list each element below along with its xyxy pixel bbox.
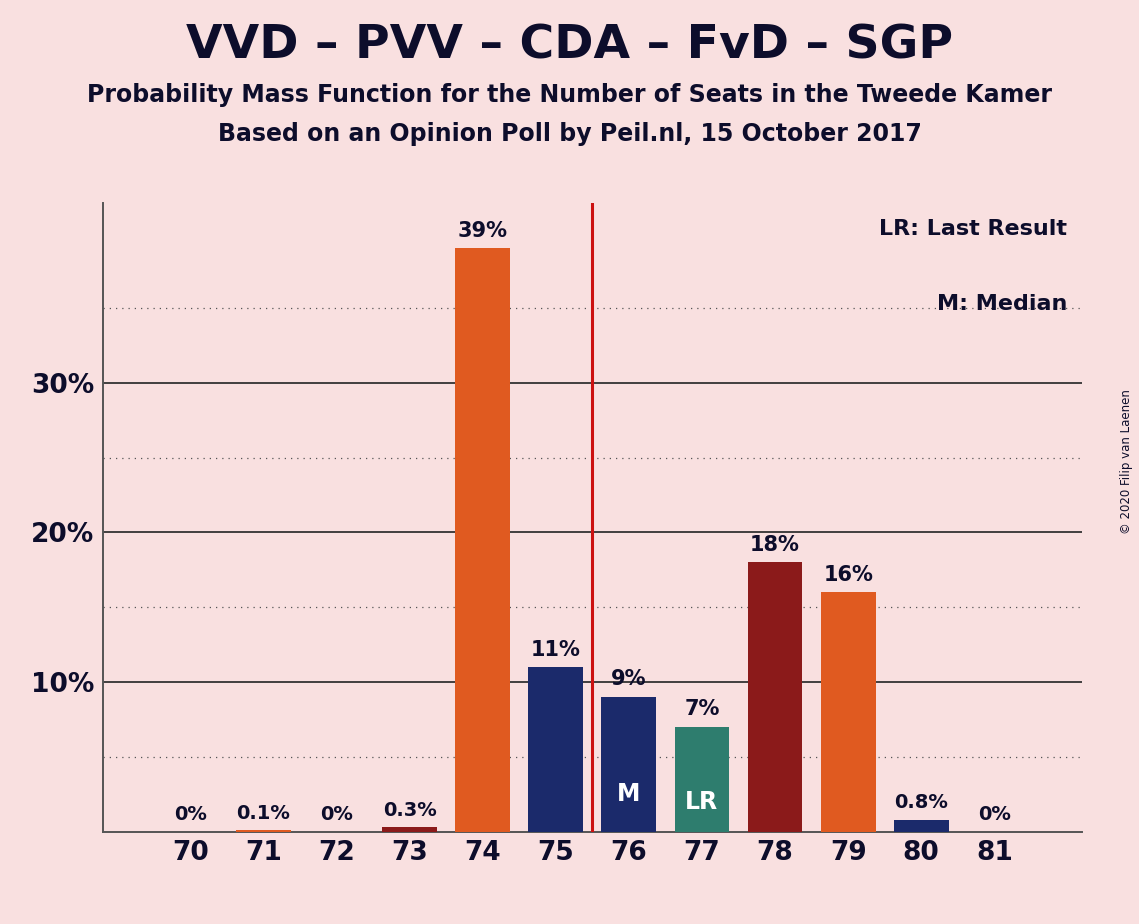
Text: © 2020 Filip van Laenen: © 2020 Filip van Laenen [1121, 390, 1133, 534]
Bar [456, 249, 510, 832]
Text: 7%: 7% [685, 699, 720, 720]
Bar [236, 830, 290, 832]
Bar [821, 592, 876, 832]
Text: 39%: 39% [458, 221, 508, 240]
Text: 0%: 0% [978, 805, 1010, 824]
Text: LR: LR [686, 790, 719, 814]
Bar [528, 667, 583, 832]
Text: Probability Mass Function for the Number of Seats in the Tweede Kamer: Probability Mass Function for the Number… [87, 83, 1052, 107]
Text: 16%: 16% [823, 565, 874, 585]
Text: 0.1%: 0.1% [237, 804, 290, 822]
Bar [382, 827, 437, 832]
Text: 0%: 0% [320, 805, 353, 824]
Text: 0.3%: 0.3% [383, 800, 436, 820]
Bar [894, 820, 949, 832]
Text: Based on an Opinion Poll by Peil.nl, 15 October 2017: Based on an Opinion Poll by Peil.nl, 15 … [218, 122, 921, 146]
Text: 0.8%: 0.8% [894, 793, 948, 812]
Text: 9%: 9% [612, 670, 647, 689]
Text: 11%: 11% [531, 639, 581, 660]
Text: 0%: 0% [174, 805, 206, 824]
Text: 18%: 18% [751, 535, 800, 554]
Text: M: M [617, 782, 640, 806]
Text: VVD – PVV – CDA – FvD – SGP: VVD – PVV – CDA – FvD – SGP [186, 23, 953, 68]
Bar [747, 563, 803, 832]
Bar [674, 727, 729, 832]
Text: M: Median: M: Median [937, 295, 1067, 314]
Text: LR: Last Result: LR: Last Result [879, 219, 1067, 239]
Bar [601, 697, 656, 832]
